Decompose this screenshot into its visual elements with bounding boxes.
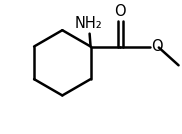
Text: NH₂: NH₂ bbox=[75, 16, 102, 31]
Text: O: O bbox=[151, 39, 163, 54]
Text: O: O bbox=[114, 4, 126, 19]
